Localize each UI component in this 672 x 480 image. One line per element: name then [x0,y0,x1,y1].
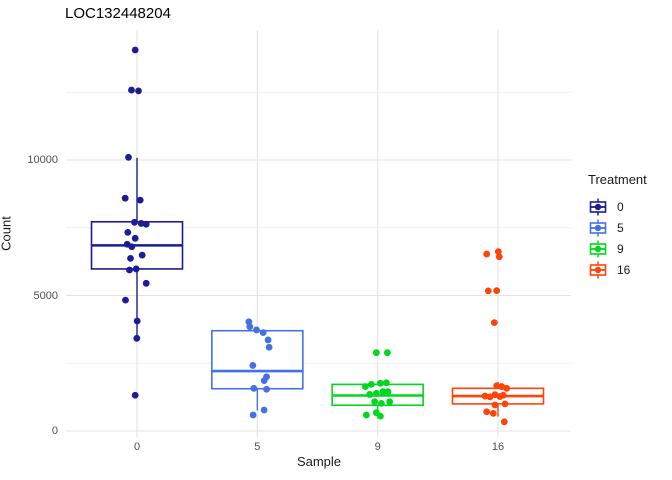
data-point [128,86,135,94]
box [211,329,304,390]
legend-item: 0 [588,196,647,217]
data-point [133,334,141,342]
legend-item: 5 [588,217,647,238]
data-point [386,398,394,406]
data-point [489,409,497,417]
data-point [132,265,140,273]
data-point [372,349,380,357]
data-point [124,228,132,236]
x-tick-label: 5 [254,441,261,453]
data-point [136,196,144,204]
x-axis-title: Sample [296,454,342,469]
data-point [499,391,507,399]
legend-title: Treatment [588,172,647,187]
data-point [138,251,146,259]
data-point [483,408,491,416]
legend-item-label: 16 [617,262,631,277]
data-point [500,418,508,426]
y-tick-label: 10000 [27,154,58,166]
legend-item: 9 [588,238,647,259]
data-point [249,411,257,419]
legend-item: 16 [588,259,647,280]
data-point [142,220,150,228]
data-point [131,234,139,242]
legend-key-boxplot-icon [589,198,607,215]
data-point [483,250,491,258]
data-point [361,383,369,390]
chart-title: LOC132448204 [65,5,171,22]
data-point [128,243,136,251]
data-point [384,388,392,396]
data-point [135,87,142,95]
data-point [250,384,258,392]
data-point [121,194,129,202]
data-point [366,391,374,398]
data-point [383,349,391,357]
data-point [131,391,139,399]
y-tick-label: 5000 [33,289,58,302]
data-point [367,380,375,388]
data-point [260,377,268,384]
data-point [137,220,145,227]
data-point [127,254,134,262]
data-point [490,319,498,326]
data-point [376,412,384,420]
legend: Treatment 0 5 9 16 [588,172,647,280]
data-point [125,153,132,161]
legend-key-boxplot-icon [589,219,607,236]
data-point [503,384,511,392]
legend-item-label: 9 [617,241,624,256]
data-point [142,279,150,287]
data-point [131,218,138,226]
data-point [264,336,272,344]
data-point [122,296,129,304]
data-point [372,389,380,397]
x-tick-label: 9 [374,441,381,453]
data-point [249,362,257,369]
data-point [260,406,268,414]
legend-item-label: 0 [617,199,624,214]
legend-items: 0 5 9 16 [588,196,647,280]
data-point [494,248,502,255]
data-point [133,317,141,325]
x-tick-label: 16 [491,441,505,453]
data-point [265,343,273,351]
data-point [493,287,501,295]
data-point [253,326,260,334]
data-point [484,287,492,295]
legend-item-label: 5 [617,220,624,235]
data-point [263,385,270,393]
data-point [259,329,267,337]
data-point [495,253,503,261]
x-tick-label: 0 [133,441,141,453]
y-axis-title: Count [0,216,14,251]
data-point [362,411,370,419]
data-point [377,399,385,407]
data-point [126,266,133,274]
data-point [481,392,489,400]
data-point [246,323,254,331]
data-point [376,379,384,387]
data-point [371,398,379,406]
data-point [382,379,390,387]
data-point [379,388,387,396]
legend-key-boxplot-icon [589,240,607,257]
legend-key-boxplot-icon [589,261,607,278]
y-tick-label: 0 [51,425,58,437]
data-point [493,382,501,390]
data-point [501,400,509,408]
data-point [131,46,139,54]
data-point [491,401,499,409]
